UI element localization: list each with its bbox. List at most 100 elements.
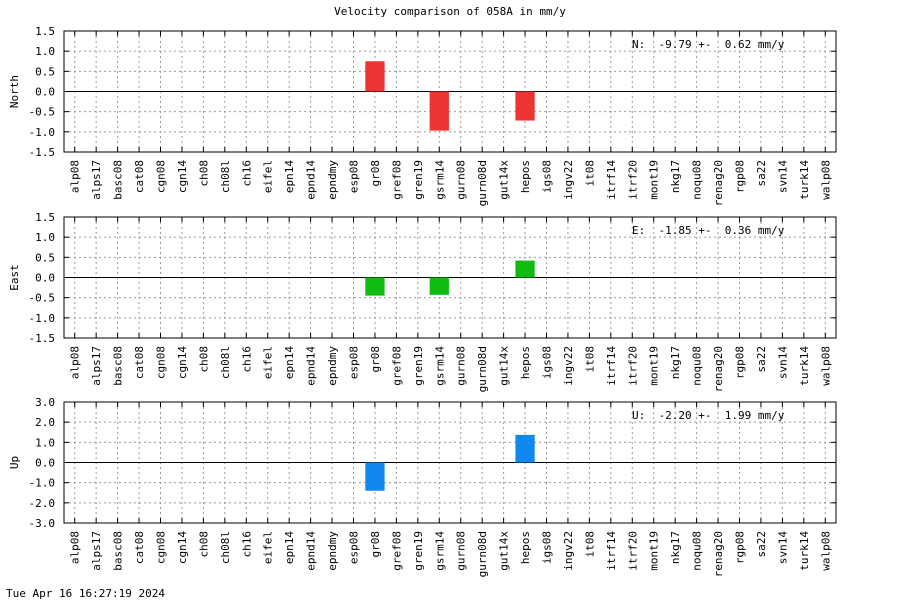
x-tick-label: it08: [583, 531, 596, 558]
x-tick-label: nkg17: [669, 531, 682, 564]
bar-gsrm14: [429, 277, 449, 295]
x-tick-label: ch16: [240, 160, 253, 187]
x-tick-label: itrf14: [605, 160, 618, 200]
x-tick-label: gsrm14: [433, 531, 446, 571]
x-tick-label: walp08: [819, 346, 832, 386]
y-tick-label: 0.5: [35, 251, 55, 264]
y-tick-label: 1.0: [35, 231, 55, 244]
x-tick-label: alps17: [90, 531, 103, 571]
plot-frame: [63, 30, 837, 153]
x-tick-label: gren19: [412, 160, 425, 200]
x-tick-label: noqu08: [691, 531, 704, 571]
x-tick-label: gurn08: [455, 531, 468, 571]
y-tick-label: -1.0: [29, 477, 56, 490]
x-tick-label: svn14: [776, 346, 789, 379]
x-tick-label: gurn08d: [476, 346, 489, 392]
y-tick-label: 1.5: [35, 211, 55, 224]
plot-frame: [63, 216, 837, 339]
x-tick-label: hepos: [519, 160, 532, 193]
x-tick-label: igs08: [541, 531, 554, 564]
y-tick-label: 0.0: [35, 272, 55, 285]
x-tick-label: itrf14: [605, 531, 618, 571]
x-tick-label: igs08: [541, 346, 554, 379]
x-tick-label: nkg17: [669, 346, 682, 379]
bar-gr08: [365, 61, 385, 92]
x-tick-label: gurn08d: [476, 531, 489, 577]
x-tick-label: gr08: [369, 531, 382, 558]
y-tick-label: 1.0: [35, 45, 55, 58]
timestamp: Tue Apr 16 16:27:19 2024: [6, 587, 165, 600]
x-tick-label: mont19: [648, 531, 661, 571]
x-tick-label: gsrm14: [433, 160, 446, 200]
x-tick-label: epn14: [283, 160, 296, 193]
y-tick-label: 3.0: [35, 396, 55, 409]
x-tick-label: hepos: [519, 531, 532, 564]
x-tick-label: epndmy: [326, 346, 339, 386]
x-tick-label: cgn14: [176, 531, 189, 564]
y-axis-label: East: [8, 264, 21, 291]
x-tick-label: epnd14: [305, 346, 318, 386]
y-tick-label: -1.5: [29, 146, 56, 159]
x-tick-label: cgn14: [176, 160, 189, 193]
x-tick-label: epn14: [283, 531, 296, 564]
x-tick-label: hepos: [519, 346, 532, 379]
bar-gsrm14: [429, 91, 449, 131]
y-tick-label: 0.0: [35, 86, 55, 99]
x-tick-label: gref08: [390, 531, 403, 571]
x-tick-label: gref08: [390, 160, 403, 200]
x-tick-label: ingv22: [562, 346, 575, 386]
x-tick-label: cgn14: [176, 346, 189, 379]
x-tick-label: walp08: [819, 531, 832, 571]
x-tick-label: esp08: [348, 160, 361, 193]
y-axis-label: Up: [8, 456, 21, 469]
x-tick-label: sa22: [755, 160, 768, 187]
x-tick-label: gr08: [369, 160, 382, 187]
x-tick-label: ingv22: [562, 531, 575, 571]
x-tick-label: cat08: [133, 346, 146, 379]
x-tick-label: esp08: [348, 531, 361, 564]
x-tick-label: gurn08: [455, 160, 468, 200]
x-tick-label: ch08: [197, 160, 210, 187]
x-tick-label: gren19: [412, 346, 425, 386]
bar-hepos: [515, 260, 535, 278]
x-tick-label: ch08l: [219, 346, 232, 379]
x-tick-label: epnd14: [305, 531, 318, 571]
y-axis-label: North: [8, 75, 21, 108]
x-tick-label: basc08: [112, 160, 125, 200]
chart-panel-east: 1.5 1.0 0.5 0.0 -0.5 -1.0 -1.5 alp08 alps17 basc0…: [8, 211, 837, 392]
x-tick-label: rgp08: [734, 160, 747, 193]
bar-hepos: [515, 91, 535, 121]
x-tick-label: ch16: [240, 531, 253, 558]
x-tick-label: gref08: [390, 346, 403, 386]
x-tick-label: sa22: [755, 346, 768, 373]
x-tick-label: noqu08: [691, 160, 704, 200]
y-tick-label: 1.0: [35, 436, 55, 449]
x-tick-label: eifel: [262, 531, 275, 564]
x-tick-label: cgn08: [155, 346, 168, 379]
x-tick-label: mont19: [648, 160, 661, 200]
y-tick-label: -1.0: [29, 312, 56, 325]
y-tick-label: -0.5: [29, 106, 56, 119]
x-tick-label: itrf20: [626, 346, 639, 386]
velocity-annotation: N: -9.79 +- 0.62 mm/y: [632, 38, 785, 51]
x-tick-label: svn14: [776, 160, 789, 193]
x-tick-label: ch08l: [219, 160, 232, 193]
x-tick-label: basc08: [112, 346, 125, 386]
y-tick-label: 2.0: [35, 416, 55, 429]
plot-frame: [63, 401, 837, 524]
x-tick-label: itrf20: [626, 531, 639, 571]
x-tick-label: epn14: [283, 346, 296, 379]
x-tick-label: eifel: [262, 346, 275, 379]
x-tick-label: walp08: [819, 160, 832, 200]
x-tick-label: gurn08d: [476, 160, 489, 206]
x-tick-label: rgp08: [734, 346, 747, 379]
x-tick-label: itrf20: [626, 160, 639, 200]
velocity-annotation: U: -2.20 +- 1.99 mm/y: [632, 409, 785, 422]
x-tick-label: epnd14: [305, 160, 318, 200]
x-tick-label: mont19: [648, 346, 661, 386]
x-tick-label: turk14: [798, 531, 811, 571]
x-tick-label: igs08: [541, 160, 554, 193]
y-tick-label: -2.0: [29, 497, 56, 510]
x-tick-label: alp08: [69, 346, 82, 379]
